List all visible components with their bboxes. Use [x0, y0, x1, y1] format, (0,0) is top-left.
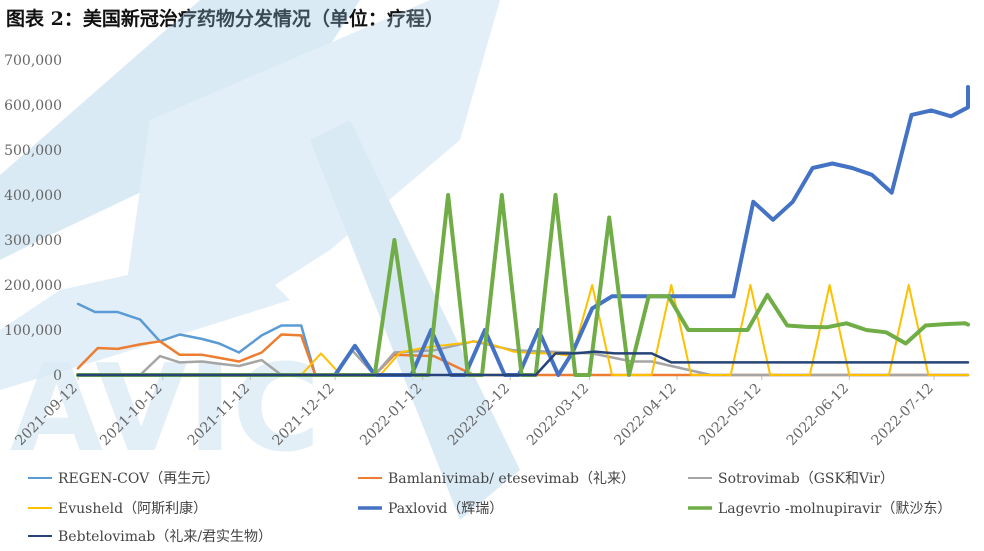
series-line-4: [76, 85, 970, 377]
series-line-1: [76, 333, 970, 377]
watermark-logo: AVIC: [0, 0, 520, 520]
x-tick-label: 2022-04-12: [611, 381, 679, 449]
x-tick-label: 2022-03-12: [524, 381, 592, 449]
legend-label: REGEN-COV（再生元）: [58, 471, 219, 487]
series-line-3: [77, 284, 969, 376]
x-tick-label: 2022-05-12: [696, 381, 764, 449]
legend-label: Paxlovid（辉瑞）: [388, 501, 503, 517]
legend-label: Lagevrio -molnupiravir（默沙东）: [718, 501, 951, 517]
y-tick-label: 400,000: [4, 188, 62, 204]
y-axis: 0 100,000 200,000 300,000 400,000 500,000 600,…: [4, 53, 62, 384]
series-line-2: [76, 340, 970, 377]
x-tick-label: 2022-01-12: [357, 381, 425, 449]
y-tick-label: 500,000: [4, 143, 62, 159]
series-line-5: [76, 193, 970, 377]
y-tick-label: 700,000: [4, 53, 62, 69]
chart-title: 图表 2：美国新冠治疗药物分发情况（单位：疗程）: [6, 8, 444, 30]
series-line-0: [76, 302, 317, 377]
series-line-6: [76, 350, 970, 377]
x-tick-label: 2022-06-12: [784, 381, 852, 449]
y-tick-label: 200,000: [4, 278, 62, 294]
legend-label: Evusheld（阿斯利康）: [58, 500, 207, 517]
legend-label: Bamlanivimab/ etesevimab（礼来）: [388, 471, 635, 487]
y-tick-label: 300,000: [4, 233, 62, 249]
y-tick-label: 100,000: [4, 323, 62, 339]
legend-label: Bebtelovimab（礼来/君实生物）: [58, 529, 272, 545]
legend: REGEN-COV（再生元） Bamlanivimab/ etesevimab（礼…: [28, 471, 951, 545]
x-tick-label: 2022-07-12: [869, 381, 937, 449]
y-tick-label: 600,000: [4, 98, 62, 114]
svg-text:AVIC: AVIC: [10, 340, 320, 479]
legend-label: Sotrovimab（GSK和Vir）: [718, 471, 894, 487]
y-tick-label: 0: [53, 368, 62, 384]
series-layer: [76, 85, 970, 377]
